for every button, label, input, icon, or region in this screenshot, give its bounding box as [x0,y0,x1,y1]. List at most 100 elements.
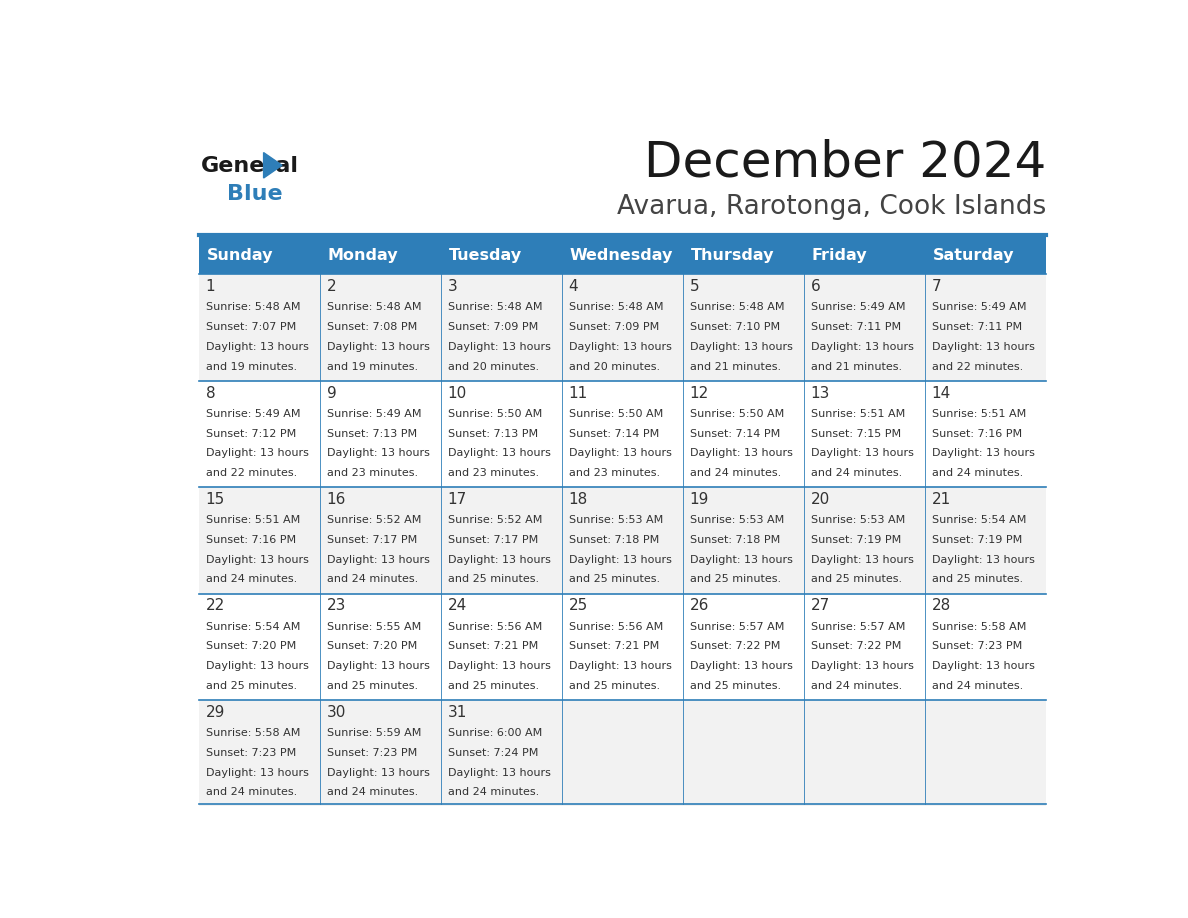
Text: 12: 12 [689,386,709,400]
Text: Avarua, Rarotonga, Cook Islands: Avarua, Rarotonga, Cook Islands [617,194,1047,219]
Text: Daylight: 13 hours: Daylight: 13 hours [810,341,914,352]
Text: and 19 minutes.: and 19 minutes. [327,362,418,372]
Text: Wednesday: Wednesday [569,248,672,263]
Text: Sunset: 7:09 PM: Sunset: 7:09 PM [448,322,538,332]
Text: Sunrise: 5:48 AM: Sunrise: 5:48 AM [327,302,421,312]
Text: 18: 18 [569,492,588,507]
FancyBboxPatch shape [200,487,320,594]
Text: and 22 minutes.: and 22 minutes. [931,362,1023,372]
Text: Sunday: Sunday [207,248,273,263]
Text: and 25 minutes.: and 25 minutes. [448,681,538,691]
FancyBboxPatch shape [804,594,925,700]
Text: Sunset: 7:19 PM: Sunset: 7:19 PM [810,535,901,545]
Text: Daylight: 13 hours: Daylight: 13 hours [810,661,914,671]
Text: and 24 minutes.: and 24 minutes. [206,575,297,585]
FancyBboxPatch shape [320,700,441,806]
Text: Sunrise: 6:00 AM: Sunrise: 6:00 AM [448,728,542,738]
Text: Daylight: 13 hours: Daylight: 13 hours [448,448,550,458]
Text: 23: 23 [327,599,346,613]
Text: Daylight: 13 hours: Daylight: 13 hours [206,767,309,778]
Text: 22: 22 [206,599,225,613]
Text: Sunset: 7:22 PM: Sunset: 7:22 PM [810,642,901,652]
Text: Sunset: 7:18 PM: Sunset: 7:18 PM [689,535,779,545]
Text: 7: 7 [931,279,941,294]
FancyBboxPatch shape [562,700,683,806]
Text: Sunrise: 5:56 AM: Sunrise: 5:56 AM [569,621,663,632]
FancyBboxPatch shape [200,594,320,700]
FancyBboxPatch shape [925,594,1047,700]
Text: Sunset: 7:19 PM: Sunset: 7:19 PM [931,535,1022,545]
Text: and 25 minutes.: and 25 minutes. [206,681,297,691]
Text: Sunset: 7:14 PM: Sunset: 7:14 PM [569,429,659,439]
FancyBboxPatch shape [200,700,320,806]
FancyBboxPatch shape [562,274,683,381]
Text: Sunset: 7:07 PM: Sunset: 7:07 PM [206,322,296,332]
FancyBboxPatch shape [562,594,683,700]
FancyBboxPatch shape [804,274,925,381]
Text: Sunset: 7:11 PM: Sunset: 7:11 PM [931,322,1022,332]
Text: Sunrise: 5:52 AM: Sunrise: 5:52 AM [327,515,421,525]
Text: 13: 13 [810,386,830,400]
Text: Daylight: 13 hours: Daylight: 13 hours [931,448,1035,458]
Text: 6: 6 [810,279,821,294]
FancyBboxPatch shape [320,238,441,274]
Text: 9: 9 [327,386,336,400]
Text: Daylight: 13 hours: Daylight: 13 hours [448,767,550,778]
Text: Sunset: 7:20 PM: Sunset: 7:20 PM [327,642,417,652]
Text: Sunset: 7:18 PM: Sunset: 7:18 PM [569,535,659,545]
Text: 10: 10 [448,386,467,400]
Text: 3: 3 [448,279,457,294]
FancyBboxPatch shape [200,238,320,274]
Text: Sunset: 7:13 PM: Sunset: 7:13 PM [448,429,538,439]
Text: Sunrise: 5:53 AM: Sunrise: 5:53 AM [689,515,784,525]
Text: Daylight: 13 hours: Daylight: 13 hours [448,341,550,352]
Text: 16: 16 [327,492,346,507]
Text: and 24 minutes.: and 24 minutes. [931,681,1023,691]
Text: 5: 5 [689,279,700,294]
Text: 1: 1 [206,279,215,294]
Text: Sunset: 7:17 PM: Sunset: 7:17 PM [327,535,417,545]
Text: Sunset: 7:10 PM: Sunset: 7:10 PM [689,322,779,332]
Text: and 21 minutes.: and 21 minutes. [689,362,781,372]
Text: Sunrise: 5:48 AM: Sunrise: 5:48 AM [206,302,301,312]
FancyBboxPatch shape [562,487,683,594]
FancyBboxPatch shape [320,487,441,594]
FancyBboxPatch shape [441,274,562,381]
Text: and 24 minutes.: and 24 minutes. [931,468,1023,478]
FancyBboxPatch shape [925,381,1047,487]
Text: Daylight: 13 hours: Daylight: 13 hours [327,341,430,352]
Text: 8: 8 [206,386,215,400]
FancyBboxPatch shape [683,238,804,274]
FancyBboxPatch shape [562,381,683,487]
FancyBboxPatch shape [441,594,562,700]
Text: and 24 minutes.: and 24 minutes. [206,788,297,798]
Text: 19: 19 [689,492,709,507]
Text: 17: 17 [448,492,467,507]
Text: Sunrise: 5:49 AM: Sunrise: 5:49 AM [206,409,301,419]
Text: and 20 minutes.: and 20 minutes. [448,362,538,372]
Text: and 25 minutes.: and 25 minutes. [931,575,1023,585]
Text: Sunset: 7:24 PM: Sunset: 7:24 PM [448,748,538,758]
FancyBboxPatch shape [441,700,562,806]
Text: and 25 minutes.: and 25 minutes. [810,575,902,585]
Text: Sunrise: 5:50 AM: Sunrise: 5:50 AM [689,409,784,419]
Text: and 25 minutes.: and 25 minutes. [327,681,418,691]
FancyBboxPatch shape [925,274,1047,381]
Text: Sunset: 7:15 PM: Sunset: 7:15 PM [810,429,901,439]
Text: 26: 26 [689,599,709,613]
Text: Daylight: 13 hours: Daylight: 13 hours [569,448,671,458]
Text: 14: 14 [931,386,950,400]
Text: 31: 31 [448,705,467,720]
Text: Daylight: 13 hours: Daylight: 13 hours [569,554,671,565]
Text: Sunset: 7:22 PM: Sunset: 7:22 PM [689,642,781,652]
Text: Daylight: 13 hours: Daylight: 13 hours [569,341,671,352]
Text: Daylight: 13 hours: Daylight: 13 hours [931,554,1035,565]
Text: General: General [201,156,299,176]
Text: December 2024: December 2024 [644,139,1047,186]
Text: Sunrise: 5:54 AM: Sunrise: 5:54 AM [931,515,1026,525]
Text: Sunset: 7:20 PM: Sunset: 7:20 PM [206,642,296,652]
Text: Sunrise: 5:48 AM: Sunrise: 5:48 AM [569,302,663,312]
FancyBboxPatch shape [320,381,441,487]
Text: Sunrise: 5:49 AM: Sunrise: 5:49 AM [931,302,1026,312]
Text: Monday: Monday [328,248,398,263]
